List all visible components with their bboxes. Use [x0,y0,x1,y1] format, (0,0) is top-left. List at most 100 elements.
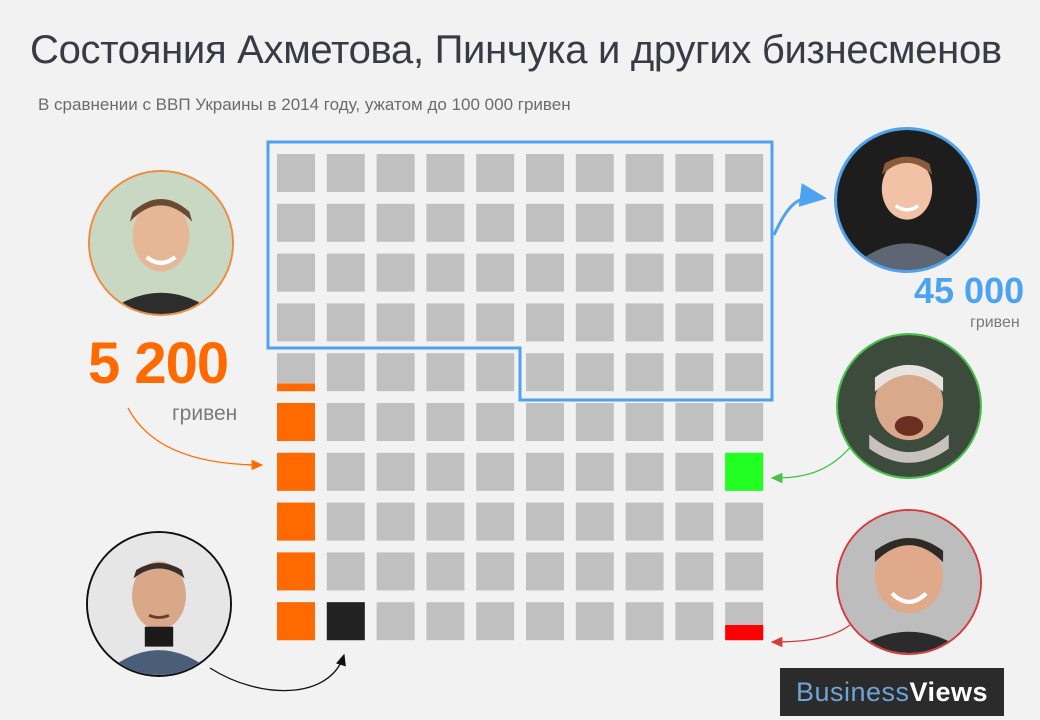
waffle-cell [376,253,415,292]
waffle-cell [575,552,614,591]
waffle-cell [625,203,664,242]
waffle-cell [725,253,764,292]
waffle-cell [575,602,614,641]
brand-part-2: Views [909,676,989,707]
waffle-cell [725,403,764,441]
akhmetov-value: 5 200 [88,331,229,396]
waffle-cell [476,303,515,342]
waffle-cell [526,602,564,641]
waffle-cell [625,303,664,342]
page-subtitle: В сравнении с ВВП Украины в 2014 году, у… [38,95,571,114]
waffle-cell [725,303,764,342]
waffle-cell [625,403,664,441]
waffle-cell [426,353,465,392]
waffle-cell [725,602,764,641]
waffle-cell [526,552,564,591]
zuckerberg-value: 45 000 [914,270,1025,311]
waffle-cell [376,502,415,541]
akhmetov-photo [88,170,234,316]
waffle-cell [575,452,614,491]
waffle-cell [326,403,365,441]
akhmetov-cell [277,502,315,541]
waffle-cell [426,203,465,242]
akhmetov-cell [277,403,315,441]
waffle-cell [376,303,415,342]
waffle-cell [675,403,714,441]
waffle-cell [575,353,614,392]
poroshenko-arrow [770,624,851,648]
kolomoisky-arrow [770,439,857,484]
waffle-cell [277,154,315,192]
waffle-cell [675,253,714,292]
waffle-cell [326,502,365,541]
waffle-cell [277,552,315,591]
waffle-cell [326,154,365,192]
waffle-cell [476,502,515,541]
waffle-cell [625,253,664,292]
waffle-cell [476,203,515,242]
waffle-cell [326,253,365,292]
waffle-cell [376,154,415,192]
waffle-cell [675,303,714,342]
waffle-cell [376,602,415,641]
waffle-cell [526,502,564,541]
waffle-cell [476,452,515,491]
zuckerberg-arrow [772,183,827,236]
waffle-cell [426,602,465,641]
waffle-cell [625,154,664,192]
waffle-cell [625,452,664,491]
waffle-cell [326,303,365,342]
kolomoisky-photo [836,333,982,479]
waffle-cell [476,552,515,591]
page-title: Состояния Ахметова, Пинчука и других биз… [30,28,1002,72]
waffle-cell [426,154,465,192]
waffle-cell [725,502,764,541]
pinchuk-arrow [209,653,346,692]
waffle-cell [625,602,664,641]
zuckerberg-photo [834,127,980,273]
waffle-cell [575,154,614,192]
waffle-cell [277,602,315,641]
waffle-cell [725,203,764,242]
waffle-cell [575,403,614,441]
pinchuk-cell [326,602,365,641]
waffle-cell [426,403,465,441]
waffle-cell [725,154,764,192]
waffle-cell [526,353,564,392]
waffle-cell [326,203,365,242]
waffle-cell [277,353,315,392]
waffle-cell [526,154,564,192]
poroshenko-partial-cell [725,625,764,641]
waffle-cell [675,602,714,641]
waffle-cell [277,253,315,292]
zuckerberg-unit: гривен [970,314,1020,331]
poroshenko-photo [836,509,982,655]
waffle-cell [575,303,614,342]
brand-part-1: Business [795,676,910,707]
waffle-cell [526,253,564,292]
brand-logo: Business Views [780,668,1004,716]
waffle-cell [277,502,315,541]
waffle-cell [526,203,564,242]
waffle-cell [725,452,764,491]
waffle-cell [675,502,714,541]
waffle-cell [625,552,664,591]
waffle-cell [625,502,664,541]
waffle-cell [376,353,415,392]
waffle-cell [277,303,315,342]
waffle-cell [376,403,415,441]
waffle-cell [426,253,465,292]
akhmetov-partial-cell [277,383,315,392]
waffle-cell [326,353,365,392]
waffle-cell [426,303,465,342]
waffle-cell [675,353,714,392]
waffle-cell [725,353,764,392]
pinchuk-photo [86,531,232,677]
waffle-cell [277,403,315,441]
waffle-cell [376,452,415,491]
waffle-cell [326,602,365,641]
waffle-cell [625,353,664,392]
waffle-cell [476,154,515,192]
waffle-cell [476,403,515,441]
waffle-cell [675,203,714,242]
